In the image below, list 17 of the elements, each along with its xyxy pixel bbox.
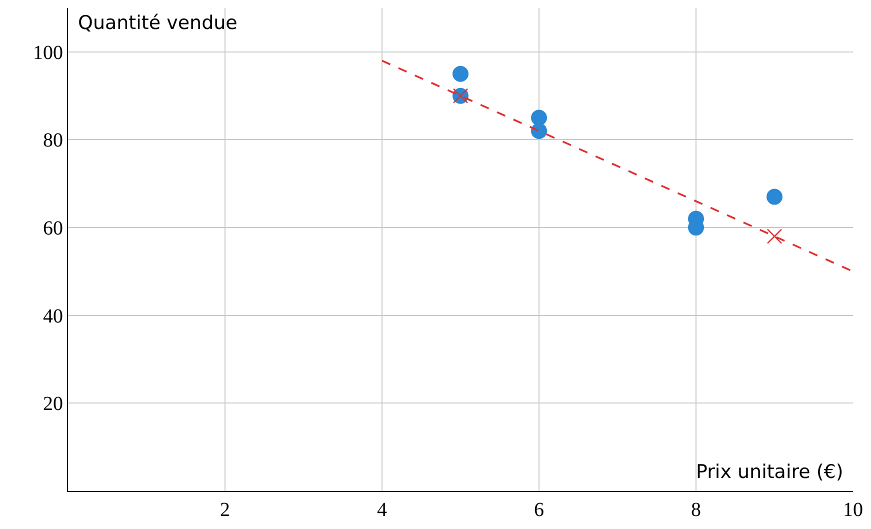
point [531, 110, 547, 126]
y-tick-label: 80 [43, 130, 63, 152]
x-tick-label: 2 [220, 499, 230, 521]
y-tick-label: 20 [43, 393, 63, 416]
y-tick-label: 40 [43, 305, 63, 328]
point [766, 228, 782, 244]
x-tick-label: 4 [377, 499, 387, 521]
x-tick-label: 6 [534, 499, 544, 521]
y-tick-label: 60 [43, 218, 63, 240]
x-tick-label: 10 [843, 499, 863, 521]
y-axis-title: Quantité vendue [78, 12, 238, 34]
y-tick-label: 100 [33, 42, 63, 64]
x-axis-title: Prix unitaire (€) [696, 461, 844, 483]
point [531, 122, 547, 139]
point [766, 188, 782, 205]
x-tick-label: 8 [691, 499, 701, 521]
point [452, 66, 468, 82]
